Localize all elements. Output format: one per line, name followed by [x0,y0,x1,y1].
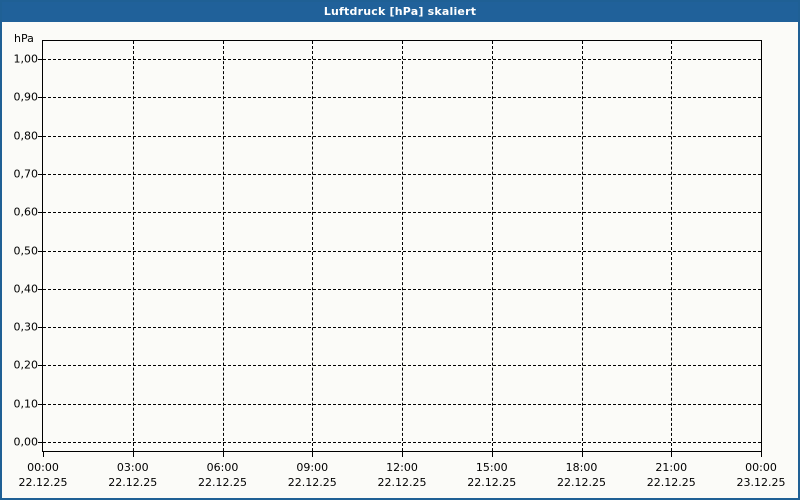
x-tick-date: 22.12.25 [557,476,606,489]
x-tick-mark [312,452,314,457]
x-tick-time: 09:00 [296,461,329,474]
x-tick-time: 00:00 [745,461,777,474]
x-tick-label: 21:00 22.12.25 [647,460,696,490]
y-tick-label: 1,00 [13,52,39,66]
window-title-bar: Luftdruck [hPa] skaliert [2,2,798,22]
x-tick-time: 12:00 [386,461,418,474]
gridline-vertical [312,41,314,451]
x-tick-mark [43,452,44,457]
x-tick-time: 06:00 [206,461,239,474]
y-tick-mark [38,288,42,290]
x-tick-mark [581,452,583,457]
x-tick-date: 22.12.25 [198,476,247,489]
x-tick-time: 15:00 [475,461,508,474]
page-title: Luftdruck [hPa] skaliert [323,4,477,18]
x-tick-mark [132,452,134,457]
y-tick-label: 0,00 [13,435,39,449]
x-tick-time: 00:00 [27,461,59,474]
y-tick-label: 0,30 [13,320,39,334]
x-tick-time: 18:00 [565,461,598,474]
y-tick-mark [38,212,42,214]
gridline-vertical [222,41,224,451]
x-tick-date: 22.12.25 [467,476,517,489]
x-tick-date: 22.12.25 [287,476,337,489]
x-tick-mark [222,452,224,457]
y-tick-label: 0,90 [13,90,39,104]
x-tick-label: 18:00 22.12.25 [557,460,606,490]
x-tick-date: 22.12.25 [377,476,427,489]
y-tick-label: 0,20 [13,358,39,372]
y-tick-mark [38,97,42,99]
y-tick-mark [38,327,42,329]
y-tick-label: 0,70 [13,167,39,181]
x-tick-label: 00:00 22.12.25 [19,460,68,490]
x-tick-date: 22.12.25 [646,476,696,489]
y-tick-label: 0,60 [13,205,39,219]
gridline-vertical [581,41,583,451]
y-tick-mark [38,442,42,443]
x-tick-mark [671,452,673,457]
y-tick-mark [38,173,42,175]
x-tick-label: 00:00 23.12.25 [737,460,786,490]
gridline-vertical [402,41,403,451]
y-tick-label: 0,50 [13,244,39,257]
gridline-vertical [132,41,134,451]
y-tick-label: 0,80 [13,129,39,143]
x-tick-time: 03:00 [116,461,149,474]
x-tick-label: 06:00 22.12.25 [198,460,247,490]
gridline-vertical [671,41,673,451]
gridline-vertical [491,41,493,451]
x-tick-label: 09:00 22.12.25 [288,460,337,490]
x-tick-mark [491,452,493,457]
y-tick-mark [38,135,42,137]
x-tick-label: 15:00 22.12.25 [467,460,516,490]
x-tick-date: 22.12.25 [108,476,158,489]
y-axis-unit-label: hPa [14,32,34,45]
y-tick-mark [38,250,42,252]
y-tick-mark [38,365,42,367]
x-tick-time: 21:00 [655,461,688,474]
x-tick-date: 22.12.25 [18,476,68,489]
y-tick-mark [38,59,42,60]
y-tick-mark [38,403,42,405]
y-tick-label: 0,40 [13,282,39,296]
x-tick-date: 23.12.25 [736,476,786,489]
x-tick-mark [402,452,403,457]
x-tick-mark [761,452,762,457]
x-tick-label: 03:00 22.12.25 [108,460,157,490]
chart-area: hPa 1,00 0,90 0,80 0,70 0,60 0,50 0,40 0,30 0,20… [2,24,798,498]
x-tick-label: 12:00 22.12.25 [378,460,427,490]
plot-frame [42,40,762,452]
y-tick-label: 0,10 [13,397,39,411]
